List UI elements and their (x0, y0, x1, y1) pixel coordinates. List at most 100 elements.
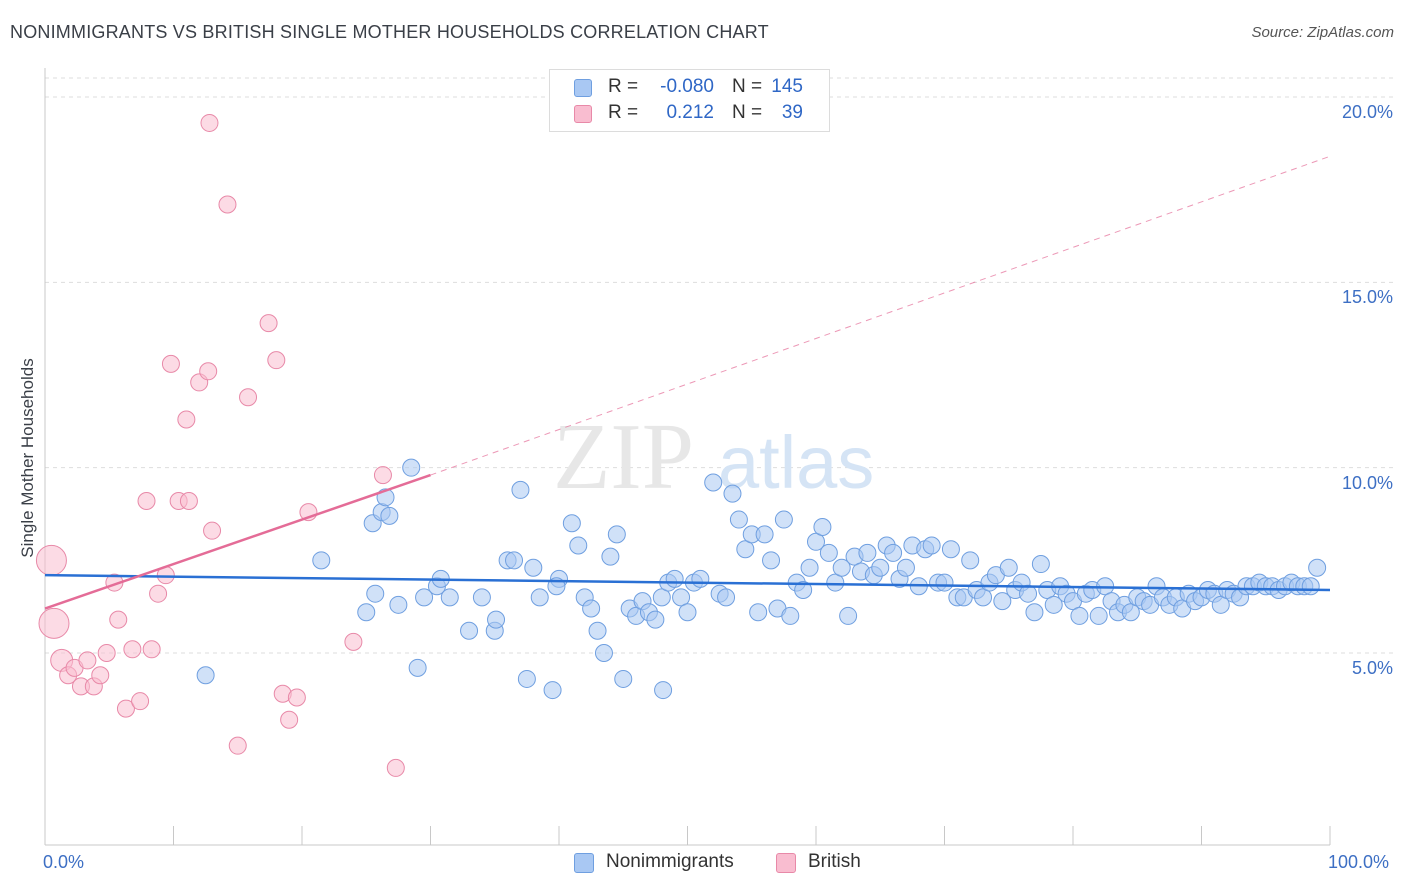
nonimmigrant-point (460, 621, 479, 640)
nonimmigrant-point (896, 558, 915, 577)
nonimmigrant-point (774, 510, 793, 529)
nonimmigrant-point (505, 551, 524, 570)
british-point (78, 651, 97, 670)
nonimmigrant-point (530, 588, 549, 607)
nonimmigrant-point (312, 551, 331, 570)
british-trendline-extension (430, 155, 1331, 476)
nonimmigrant-point (704, 473, 723, 492)
british-point (109, 610, 128, 629)
axes (44, 68, 1331, 846)
nonimmigrant-point (380, 506, 399, 525)
nonimmigrant-point (974, 588, 993, 607)
british-point (123, 640, 142, 659)
nonimmigrant-point (588, 621, 607, 640)
british-point (97, 644, 116, 662)
nonimmigrant-point (562, 514, 581, 533)
x-tick-min: 0.0% (43, 852, 85, 872)
gridlines (45, 77, 1395, 654)
nonimmigrant-point (646, 610, 665, 629)
nonimmigrants-legend-label: Nonimmigrants (606, 851, 734, 872)
nonimmigrant-point (614, 669, 633, 688)
british-swatch (574, 105, 592, 123)
nonimmigrant-point (819, 543, 838, 562)
british-point (38, 607, 70, 639)
r-value: 0.212 (666, 102, 714, 123)
nonimmigrant-point (196, 666, 215, 685)
legend-row-nonimmigrants: R = -0.080 N = 145 (550, 75, 829, 101)
nonimmigrants-trendline (44, 573, 1331, 592)
british-point (116, 699, 135, 718)
nonimmigrant-point (826, 573, 845, 592)
n-value: 39 (781, 102, 803, 123)
nonimmigrant-point (884, 543, 903, 562)
nonimmigrant-point (402, 458, 421, 477)
nonimmigrant-point (389, 595, 408, 614)
nonimmigrant-point (723, 484, 742, 503)
nonimmigrant-point (607, 525, 626, 544)
nonimmigrant-point (594, 644, 613, 662)
nonimmigrant-point (839, 606, 858, 625)
legend-row-british: R = 0.212 N = 39 (550, 101, 829, 127)
nonimmigrant-point (755, 525, 774, 544)
british-point (177, 410, 196, 429)
nonimmigrant-point (678, 603, 697, 622)
british-point (218, 195, 237, 214)
nonimmigrant-point (813, 517, 832, 536)
british-point (267, 351, 286, 370)
nonimmigrant-point (749, 603, 768, 622)
nonimmigrant-point (794, 580, 813, 599)
nonimmigrant-point (1044, 595, 1063, 614)
nonimmigrant-point (366, 584, 385, 603)
nonimmigrant-point (800, 558, 819, 577)
nonimmigrant-point (729, 510, 748, 529)
british-points (35, 113, 405, 777)
nonimmigrant-point (1301, 577, 1320, 596)
nonimmigrant-point (1308, 558, 1327, 577)
nonimmigrant-point (999, 558, 1018, 577)
nonimmigrant-point (524, 558, 543, 577)
nonimmigrant-point (807, 532, 825, 551)
british-legend-label: British (808, 851, 861, 872)
british-point (287, 688, 306, 707)
nonimmigrant-point (858, 543, 877, 562)
british-point (179, 492, 198, 511)
british-point (259, 314, 278, 333)
nonimmigrant-point (1121, 603, 1140, 622)
british-point (280, 710, 299, 729)
nonimmigrant-point (1211, 595, 1230, 614)
british-point (203, 521, 222, 540)
nonimmigrant-point (440, 588, 459, 607)
watermark-zip: ZIP (553, 405, 694, 509)
nonimmigrant-point (408, 658, 427, 677)
nonimmigrant-point (762, 551, 781, 570)
nonimmigrant-point (543, 681, 562, 700)
british-legend-swatch (776, 853, 796, 873)
british-point (161, 354, 180, 373)
nonimmigrant-point (1025, 603, 1044, 622)
british-point (344, 632, 363, 651)
x-tick-max: 100.0% (1328, 852, 1390, 872)
british-point (149, 584, 168, 603)
watermark: ZIP atlas (553, 405, 874, 509)
nonimmigrant-point (1031, 555, 1050, 574)
nonimmigrant-point (1070, 606, 1089, 625)
nonimmigrant-point (665, 569, 684, 588)
nonimmigrant-point (582, 599, 601, 618)
n-label: N = (732, 102, 763, 123)
y-tick-label: 20.0% (1341, 102, 1393, 122)
nonimmigrant-point (601, 547, 620, 566)
nonimmigrant-point (691, 569, 710, 588)
nonimmigrant-point (1019, 584, 1038, 603)
y-tick-label: 10.0% (1341, 472, 1393, 493)
nonimmigrant-point (654, 681, 673, 700)
nonimmigrant-point (672, 588, 691, 607)
n-value: 145 (771, 76, 803, 97)
british-point (386, 758, 405, 777)
nonimmigrant-point (961, 551, 980, 570)
british-point (35, 544, 67, 576)
nonimmigrant-point (415, 588, 434, 607)
r-label: R = (608, 102, 639, 123)
nonimmigrant-point (652, 588, 671, 607)
nonimmigrant-point (736, 540, 755, 559)
